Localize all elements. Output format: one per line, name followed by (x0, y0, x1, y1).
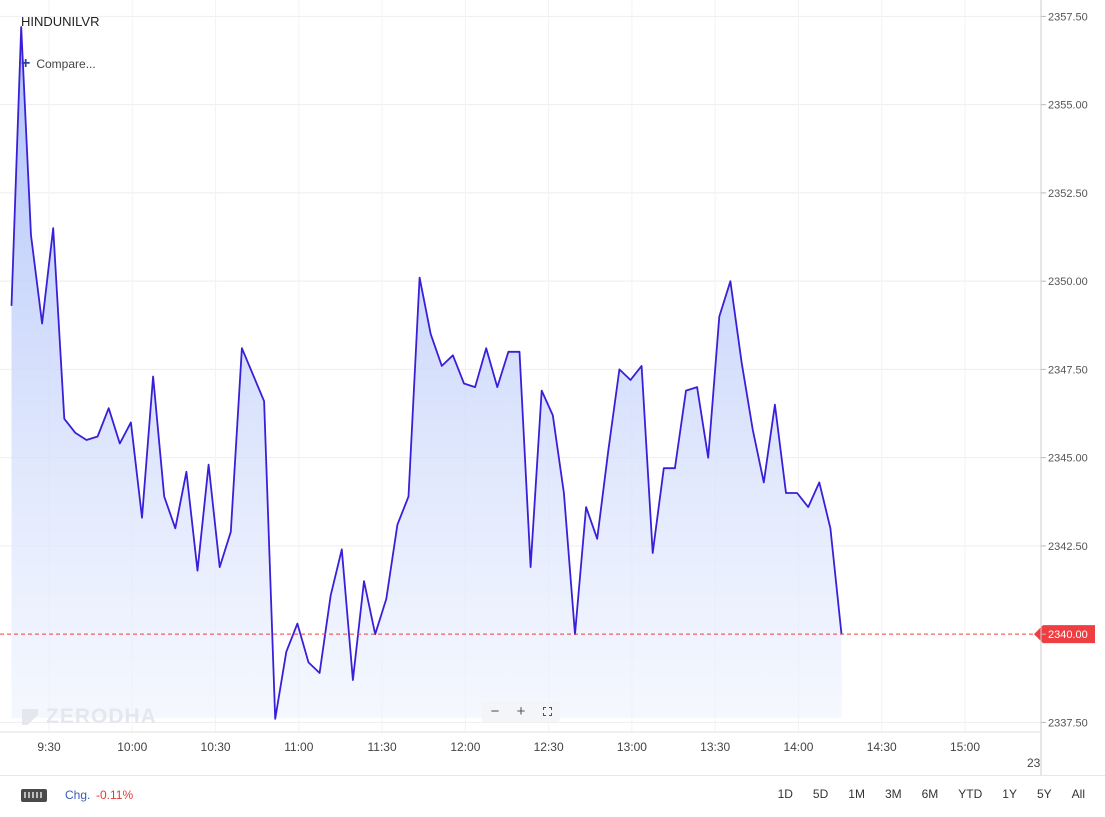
y-tick-label: 2355.00 (1048, 100, 1088, 112)
y-tick-label: 2357.50 (1048, 11, 1088, 23)
x-tick-label: 12:00 (450, 740, 480, 754)
current-price-line: 2340.00 (0, 625, 1095, 644)
y-tick-label: 2337.50 (1048, 717, 1088, 729)
x-tick-label: 14:00 (783, 740, 813, 754)
zerodha-logo-icon (22, 709, 38, 725)
range-button-3m[interactable]: 3M (884, 787, 902, 801)
x-tick-label: 14:30 (867, 740, 897, 754)
current-price-label: 2340.00 (1048, 629, 1088, 641)
fullscreen-icon (542, 707, 552, 716)
x-tick-label: 10:30 (201, 740, 231, 754)
y-axis: 2357.50 2355.00 2352.50 2350.00 2347.50 2345.… (1040, 0, 1088, 775)
range-button-6m[interactable]: 6M (921, 787, 939, 801)
x-tick-label: 11:30 (368, 740, 397, 754)
watermark-text: ZERODHA (46, 705, 157, 728)
plus-icon: + (21, 55, 31, 72)
range-buttons: 1D 5D 1M 3M 6M YTD 1Y 5Y All (758, 787, 1085, 801)
x-tick-label: 15:00 (950, 740, 980, 754)
area-fill (11, 27, 842, 719)
y-tick-label: 2350.00 (1048, 276, 1088, 288)
x-tick-label: 13:30 (700, 740, 730, 754)
y-tick-label: 2352.50 (1048, 188, 1088, 200)
keyboard-icon[interactable] (21, 789, 47, 802)
y-tick-label: 2342.50 (1048, 541, 1088, 553)
area-path (11, 27, 842, 719)
watermark: ZERODHA (22, 705, 157, 729)
x-tick-label: 12:30 (534, 740, 564, 754)
price-chart[interactable]: 2340.00 2357.50 2355.00 2352.50 2350.00 2347… (0, 0, 1105, 775)
x-tick-label: 13:00 (617, 740, 647, 754)
price-line (10, 26, 843, 720)
x-tick-label: 11:00 (284, 740, 313, 754)
current-price-tag (1034, 625, 1095, 644)
range-button-ytd[interactable]: YTD (958, 787, 983, 801)
range-button-1y[interactable]: 1Y (1002, 787, 1017, 801)
change-label: Chg. (65, 788, 91, 802)
range-button-all[interactable]: All (1071, 787, 1085, 801)
x-tick-label-overflow: 23 (1027, 756, 1041, 770)
zoom-in-button[interactable]: + (516, 703, 526, 720)
footer-toolbar: Chg. -0.11% 1D 5D 1M 3M 6M YTD 1Y 5Y All (0, 775, 1105, 816)
range-button-1d[interactable]: 1D (777, 787, 793, 801)
x-tick-label: 9:30 (37, 740, 61, 754)
y-tick-label: 2345.00 (1048, 453, 1088, 465)
x-axis: 9:30 10:00 10:30 11:00 11:30 12:00 12:30 13:00 1… (0, 731, 1041, 770)
range-button-1m[interactable]: 1M (848, 787, 865, 801)
change-value: -0.11% (96, 788, 134, 802)
zoom-out-button[interactable]: − (490, 703, 500, 720)
symbol-title: HINDUNILVR (21, 14, 100, 29)
fullscreen-button[interactable] (536, 702, 558, 722)
zoom-controls: − + (482, 702, 560, 722)
y-tick-label: 2347.50 (1048, 364, 1088, 376)
range-button-5y[interactable]: 5Y (1036, 787, 1052, 801)
compare-button[interactable]: + Compare... (21, 55, 96, 72)
line-path (10, 26, 843, 720)
compare-label: Compare... (36, 57, 96, 71)
x-tick-label: 10:00 (117, 740, 147, 754)
range-button-5d[interactable]: 5D (812, 787, 829, 801)
